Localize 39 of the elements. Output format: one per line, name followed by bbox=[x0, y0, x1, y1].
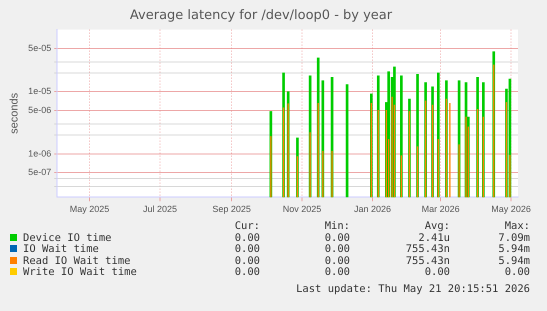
x-tick-label: May 2025 bbox=[70, 204, 110, 214]
text: Avg: bbox=[424, 220, 450, 232]
text: 0.00 bbox=[324, 243, 350, 256]
text: 5.94m bbox=[497, 243, 530, 256]
text: 0.00 bbox=[504, 266, 530, 278]
text: 755.43n bbox=[404, 243, 450, 256]
text: 0.00 bbox=[324, 254, 350, 267]
text: Cur: bbox=[234, 220, 260, 232]
text: 0.00 bbox=[424, 266, 450, 278]
text: Last update: Thu May 21 20:15:51 2026 bbox=[296, 283, 530, 295]
text: Min: bbox=[324, 220, 350, 232]
text: 5.94m bbox=[497, 254, 530, 267]
x-tick-label: Mar 2026 bbox=[422, 204, 460, 214]
text: 0.00 bbox=[234, 254, 260, 267]
y-tick-label: 5e-07 bbox=[28, 166, 52, 177]
legend-label: IO Wait time bbox=[22, 243, 100, 256]
text: 0.00 bbox=[234, 266, 260, 278]
text: Max: bbox=[504, 220, 530, 232]
x-tick-label: Jul 2025 bbox=[142, 204, 178, 214]
y-tick-label: 5e-05 bbox=[28, 42, 52, 53]
text: 755.43n bbox=[404, 254, 450, 267]
text: 0.00 bbox=[234, 243, 260, 256]
legend-label: Write IO Wait time bbox=[22, 266, 138, 278]
chart-title: Average latency for /dev/loop0 - by year bbox=[130, 8, 393, 24]
text: 0.00 bbox=[324, 232, 350, 244]
legend-label: Device IO time bbox=[22, 232, 113, 244]
text: 0.00 bbox=[234, 232, 260, 244]
y-tick-label: 1e-06 bbox=[28, 148, 52, 158]
y-tick-label: 1e-05 bbox=[28, 86, 52, 96]
text: 7.09m bbox=[497, 232, 530, 244]
x-tick-label: Jan 2026 bbox=[354, 204, 392, 214]
text: 0.00 bbox=[324, 266, 350, 278]
x-tick-label: May 2026 bbox=[491, 204, 531, 214]
y-axis-title: seconds bbox=[8, 92, 21, 134]
text: 2.41u bbox=[417, 232, 450, 244]
x-tick-label: Sep 2025 bbox=[212, 204, 251, 214]
x-tick-label: Nov 2025 bbox=[282, 204, 322, 214]
y-tick-label: 5e-06 bbox=[28, 104, 52, 115]
legend-label: Read IO Wait time bbox=[22, 254, 132, 267]
